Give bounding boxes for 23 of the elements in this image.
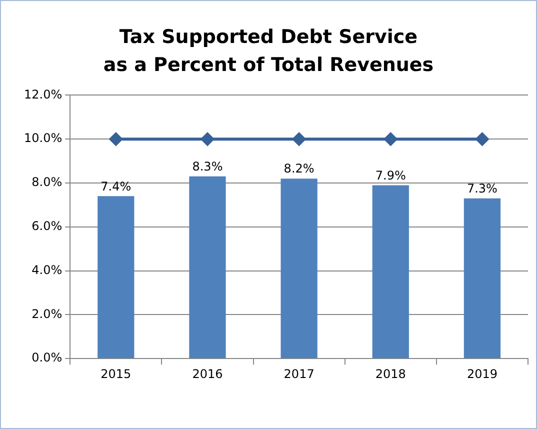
x-tick-label: 2015 xyxy=(100,366,132,381)
x-tick-label: 2018 xyxy=(375,366,406,381)
data-label: 7.4% xyxy=(100,179,132,194)
y-tick-label: 8.0% xyxy=(32,175,62,190)
bar xyxy=(280,178,318,358)
chart-title: Tax Supported Debt Service as a Percent of Total Revenues xyxy=(102,25,435,78)
x-tick-label: 2019 xyxy=(466,366,498,381)
y-tick-label: 10.0% xyxy=(24,131,62,146)
bar xyxy=(189,176,226,358)
y-tick-label: 0.0% xyxy=(32,350,62,365)
bar xyxy=(464,198,501,358)
x-tick-label: 2017 xyxy=(284,366,314,381)
data-label: 7.9% xyxy=(375,168,406,182)
y-tick-label: 2.0% xyxy=(32,306,62,321)
data-label: 8.2% xyxy=(284,162,314,176)
bar xyxy=(372,185,409,358)
bar xyxy=(98,196,134,358)
x-tick-label: 2016 xyxy=(192,366,223,381)
data-label: 8.3% xyxy=(192,160,223,174)
y-tick-label: 4.0% xyxy=(32,262,62,277)
y-tick-label: 6.0% xyxy=(32,219,62,234)
data-label: 7.3% xyxy=(466,181,498,196)
y-tick-label: 12.0% xyxy=(24,87,62,102)
